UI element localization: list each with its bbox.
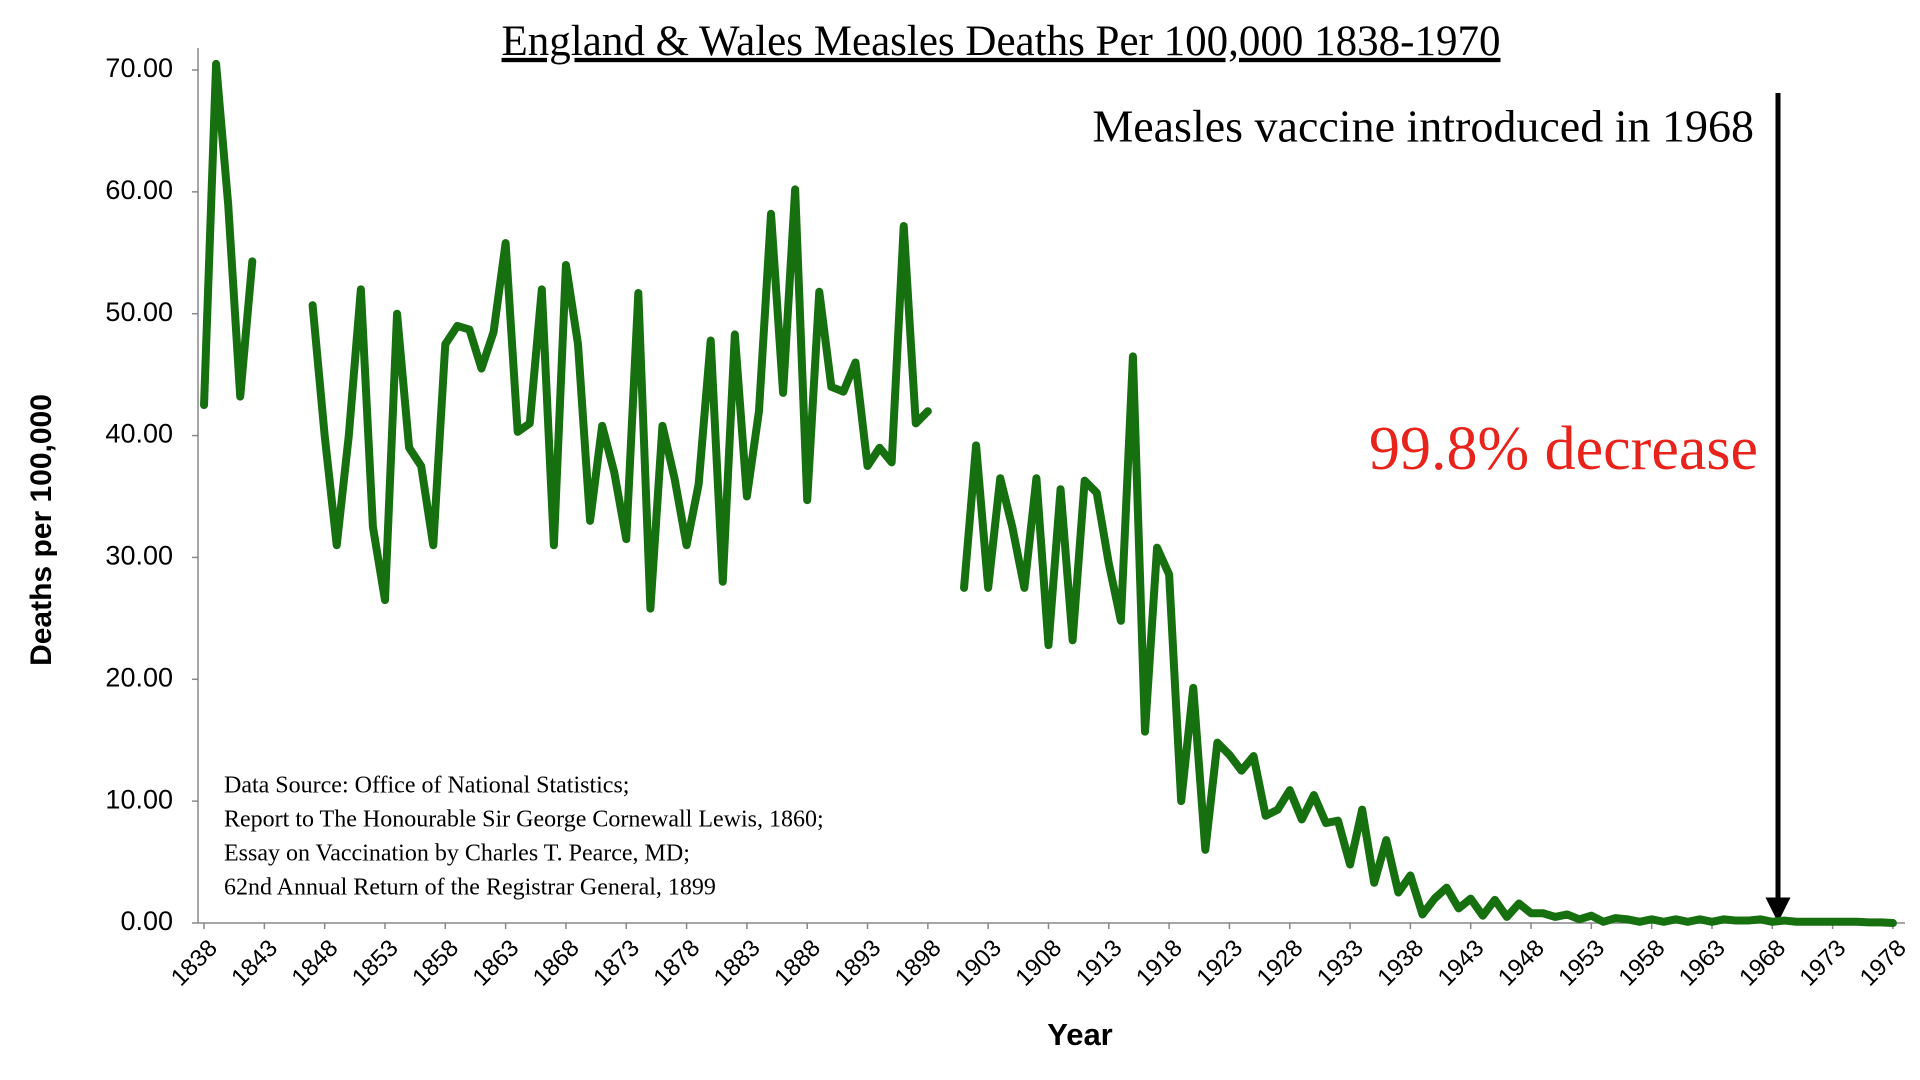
x-tick-label: 1973 xyxy=(1795,935,1852,992)
x-tick-label: 1878 xyxy=(648,935,705,992)
x-tick-label: 1883 xyxy=(709,935,766,992)
annotation: Measles vaccine introduced in 1968 xyxy=(1092,101,1754,152)
source-note: Essay on Vaccination by Charles T. Pearc… xyxy=(224,841,690,867)
x-tick-label: 1908 xyxy=(1010,935,1067,992)
y-tick-label: 40.00 xyxy=(105,419,173,449)
y-tick-label: 60.00 xyxy=(105,175,173,205)
x-tick-label: 1843 xyxy=(226,935,283,992)
x-tick-label: 1968 xyxy=(1734,935,1791,992)
x-tick-label: 1898 xyxy=(890,935,947,992)
source-note: 62nd Annual Return of the Registrar Gene… xyxy=(224,875,716,901)
x-tick-label: 1933 xyxy=(1312,935,1369,992)
x-tick-label: 1893 xyxy=(829,935,886,992)
x-tick-label: 1943 xyxy=(1433,935,1490,992)
x-axis-title: Year xyxy=(1047,1017,1113,1052)
source-note: Report to The Honourable Sir George Corn… xyxy=(224,807,824,833)
y-tick-label: 0.00 xyxy=(120,906,173,936)
x-tick-label: 1958 xyxy=(1614,935,1671,992)
y-tick-label: 30.00 xyxy=(105,541,173,571)
y-tick-label: 10.00 xyxy=(105,784,173,814)
x-tick-label: 1938 xyxy=(1372,935,1429,992)
y-axis-title: Deaths per 100,000 xyxy=(25,394,58,666)
x-tick-label: 1853 xyxy=(347,935,404,992)
chart-title: England & Wales Measles Deaths Per 100,0… xyxy=(502,18,1501,65)
x-tick-label: 1873 xyxy=(588,935,645,992)
x-tick-label: 1963 xyxy=(1674,935,1731,992)
x-tick-label: 1838 xyxy=(166,935,223,992)
x-tick-label: 1913 xyxy=(1071,935,1128,992)
data-line xyxy=(200,59,1897,927)
annotation: 99.8% decrease xyxy=(1369,415,1758,483)
x-tick-label: 1923 xyxy=(1191,935,1248,992)
x-tick-label: 1868 xyxy=(528,935,585,992)
x-tick-label: 1888 xyxy=(769,935,826,992)
y-tick-label: 20.00 xyxy=(105,662,173,692)
x-tick-label: 1948 xyxy=(1493,935,1550,992)
x-tick-label: 1928 xyxy=(1252,935,1309,992)
x-tick-label: 1863 xyxy=(468,935,525,992)
x-tick-label: 1903 xyxy=(950,935,1007,992)
x-tick-label: 1858 xyxy=(407,935,464,992)
x-tick-label: 1953 xyxy=(1553,935,1610,992)
y-tick-label: 50.00 xyxy=(105,297,173,327)
x-tick-label: 1848 xyxy=(287,935,344,992)
x-tick-label: 1918 xyxy=(1131,935,1188,992)
x-tick-label: 1978 xyxy=(1855,935,1912,992)
source-note: Data Source: Office of National Statisti… xyxy=(224,773,629,799)
y-tick-label: 70.00 xyxy=(105,53,173,83)
